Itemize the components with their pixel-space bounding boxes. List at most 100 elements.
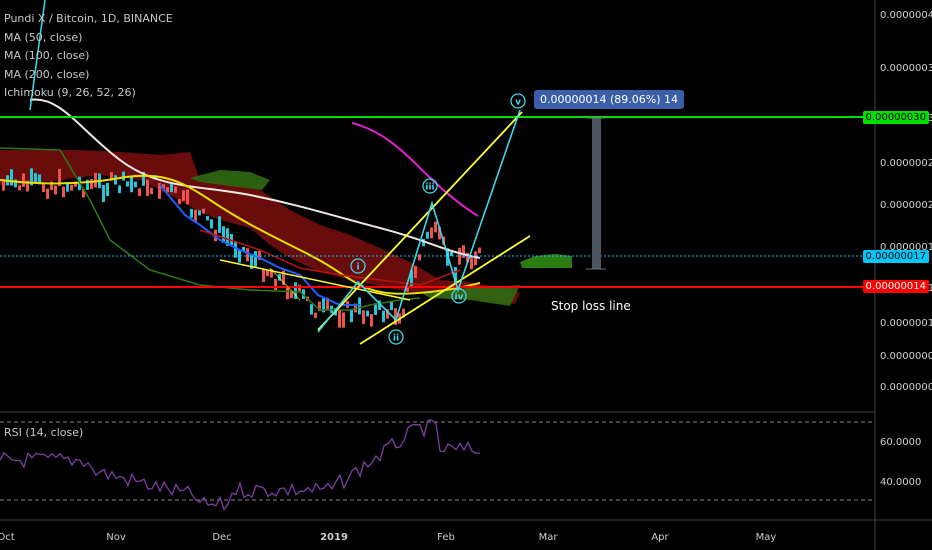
ichimoku-conversion-line (29, 0, 46, 111)
candle (82, 188, 85, 198)
candle (50, 181, 53, 191)
candle (242, 246, 245, 253)
candle (158, 183, 161, 199)
wave-label-circle (422, 178, 438, 194)
candle (410, 270, 413, 289)
indicator-ichimoku[interactable]: Ichimoku (9, 26, 52, 26) (4, 86, 136, 99)
candle (462, 245, 465, 258)
candle (370, 314, 373, 327)
candle (390, 300, 393, 311)
candle (338, 310, 341, 328)
candle (434, 221, 437, 233)
candle (222, 226, 225, 243)
candle (450, 251, 453, 257)
candle (38, 174, 41, 185)
ma-100-line (159, 184, 360, 306)
candle (90, 179, 93, 190)
indicator-ma200[interactable]: MA (200, close) (4, 67, 90, 81)
trendline-extension (269, 267, 301, 301)
candle (114, 175, 117, 185)
candle (274, 278, 277, 291)
current-price-tag: 0.00000017 (862, 250, 929, 263)
candle (470, 256, 473, 270)
candle (282, 270, 285, 285)
wave-label-circle (510, 93, 526, 109)
candle (218, 216, 221, 233)
candle (126, 181, 129, 187)
candle (366, 310, 369, 317)
candle (62, 186, 65, 198)
candle (314, 312, 317, 319)
candle (134, 181, 137, 188)
candle (206, 216, 209, 221)
candle (154, 175, 157, 180)
candle (18, 185, 21, 191)
candle (182, 190, 185, 201)
candle (270, 269, 273, 278)
candle (58, 168, 61, 186)
candle (46, 188, 49, 199)
candle (458, 247, 461, 265)
wave-label-v: v (515, 98, 521, 108)
candle (378, 300, 381, 310)
candle (386, 309, 389, 319)
candle (66, 182, 69, 192)
projection-curve (351, 122, 479, 217)
candle (34, 173, 37, 184)
candle (202, 208, 205, 214)
chart-legend: Pundi X / Bitcoin, 1D, BINANCE MA (50, c… (4, 10, 173, 103)
indicator-ma100[interactable]: MA (100, close) (4, 49, 90, 62)
candle (106, 182, 109, 196)
candle (350, 309, 353, 323)
wave-label-i: i (356, 263, 359, 273)
ichimoku-base-line (199, 229, 461, 286)
candle (70, 184, 73, 191)
ichimoku-lagging-line (0, 147, 421, 311)
price-axis-label: 0.00000018 (880, 242, 932, 253)
candle (118, 185, 121, 194)
candle (142, 171, 145, 186)
candle (30, 168, 33, 186)
candle (234, 240, 237, 258)
candle (22, 173, 25, 187)
candle (162, 184, 165, 189)
candle (294, 282, 297, 299)
candle (422, 238, 425, 247)
wave-label-iii: iii (425, 183, 434, 193)
candle (394, 308, 397, 326)
time-axis-label: Mar (539, 532, 559, 543)
candle (406, 287, 409, 292)
wave-label-circle (451, 288, 467, 304)
candle (382, 310, 385, 323)
candle (166, 187, 169, 193)
candle (426, 231, 429, 239)
candle (230, 233, 233, 245)
wave-label-circle (388, 329, 404, 345)
candle (54, 185, 57, 195)
candle (466, 252, 469, 262)
ma-50-line (0, 174, 481, 295)
candle (438, 226, 441, 240)
indicator-ma50[interactable]: MA (50, close) (4, 30, 83, 44)
resistance-price-tag: 0.00000030 (862, 111, 929, 124)
candle (170, 184, 173, 193)
candle (130, 176, 133, 193)
rsi-legend[interactable]: RSI (14, close) (4, 426, 84, 439)
candle (254, 251, 257, 268)
candle (262, 268, 265, 283)
candle (322, 298, 325, 313)
time-axis-label: Nov (106, 532, 126, 543)
candle (42, 184, 45, 193)
price-axis-label: 0.00000008 (880, 351, 932, 362)
candle (414, 266, 417, 278)
candle (342, 312, 345, 328)
symbol-title[interactable]: Pundi X / Bitcoin, 1D, BINANCE (4, 12, 173, 25)
candle (330, 305, 333, 313)
candle (14, 179, 17, 188)
candle (110, 172, 113, 181)
time-axis-label: Dec (212, 532, 231, 543)
time-axis-label: Oct (0, 532, 15, 543)
stop-loss-price-tag: 0.00000014 (862, 280, 929, 293)
price-axis-label: 0.00000026 (880, 158, 932, 169)
